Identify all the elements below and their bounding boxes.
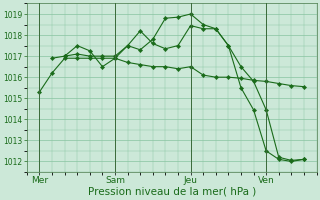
X-axis label: Pression niveau de la mer( hPa ): Pression niveau de la mer( hPa )	[88, 187, 256, 197]
